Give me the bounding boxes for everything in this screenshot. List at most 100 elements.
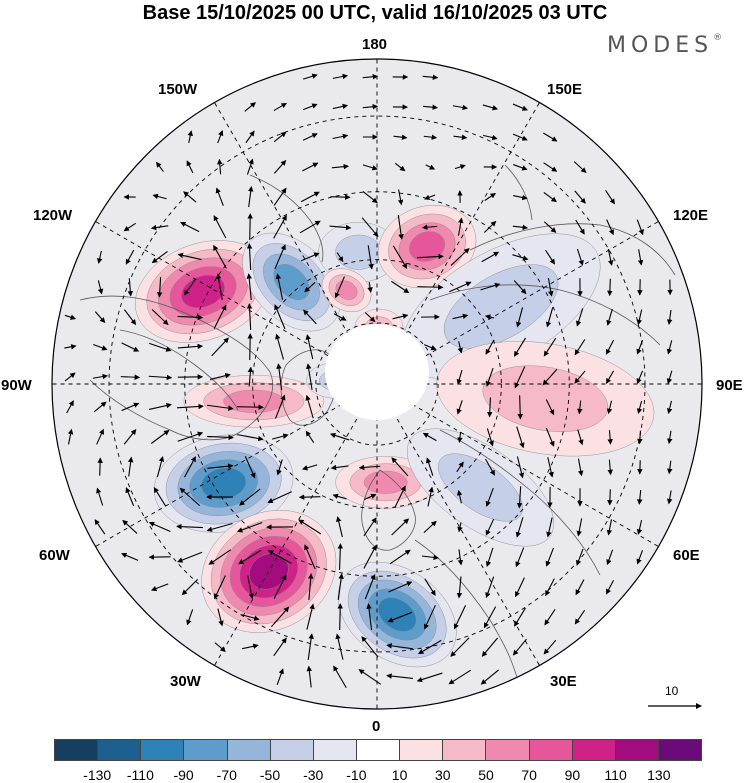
map-title: Base 15/10/2025 00 UTC, valid 16/10/2025… bbox=[142, 2, 608, 24]
wind-vector bbox=[481, 637, 499, 657]
wind-vector bbox=[148, 374, 173, 381]
wind-vector bbox=[574, 609, 586, 625]
wind-vector bbox=[666, 400, 673, 415]
wind-vector bbox=[123, 309, 137, 326]
wind-vector bbox=[605, 579, 615, 595]
colorbar-tick-label: 50 bbox=[478, 767, 494, 783]
wind-vector bbox=[244, 102, 257, 112]
wind-vector bbox=[186, 609, 194, 626]
wind-vector bbox=[208, 549, 232, 565]
wind-vector bbox=[335, 633, 344, 660]
wind-vector bbox=[176, 523, 204, 530]
wind-vector bbox=[485, 367, 494, 387]
colorbar-tick-label: -30 bbox=[303, 767, 324, 783]
wind-vector bbox=[363, 544, 377, 569]
wind-vector bbox=[123, 429, 137, 445]
colorbar-segment bbox=[98, 740, 142, 760]
wind-vector bbox=[364, 493, 377, 500]
wind-vector bbox=[485, 487, 494, 507]
wind-vector bbox=[244, 456, 256, 479]
meridian-line bbox=[207, 91, 362, 357]
wind-vector bbox=[366, 603, 373, 630]
anomaly-pos-85w bbox=[183, 375, 325, 428]
wind-vector bbox=[636, 219, 644, 236]
wind-vector bbox=[456, 400, 463, 415]
wind-vector bbox=[177, 343, 204, 350]
wind-vector bbox=[544, 609, 556, 626]
wind-vector bbox=[453, 134, 468, 140]
wind-vector bbox=[576, 518, 583, 537]
colorbar-segment bbox=[227, 740, 271, 760]
wind-vector bbox=[457, 522, 463, 533]
wind-vector bbox=[367, 245, 374, 270]
wind-vector bbox=[93, 343, 108, 351]
wind-vector bbox=[273, 214, 287, 239]
colorbar bbox=[54, 739, 702, 761]
wind-vector bbox=[577, 429, 584, 446]
colorbar-segment bbox=[55, 740, 99, 760]
wind-vector bbox=[607, 278, 613, 297]
wind-vector bbox=[456, 489, 463, 504]
wind-vector bbox=[273, 574, 287, 599]
wind-vector bbox=[574, 339, 586, 356]
wind-vector bbox=[217, 608, 224, 627]
wind-vector bbox=[545, 307, 554, 328]
wind-vector bbox=[486, 428, 494, 447]
wind-vector bbox=[389, 549, 411, 565]
wind-vector bbox=[425, 164, 436, 170]
wind-vector bbox=[156, 456, 165, 478]
wind-vector bbox=[543, 221, 557, 233]
wind-vector bbox=[391, 280, 410, 294]
wind-vector bbox=[397, 214, 404, 240]
colorbar-ticks: -130 -110 -90 -70 -50 -30 -10 10 30 50 70 90 110 130 bbox=[0, 767, 750, 783]
wind-vector bbox=[480, 282, 501, 291]
wind-vector bbox=[480, 669, 499, 685]
wind-vector bbox=[121, 342, 140, 352]
wind-vector bbox=[184, 456, 196, 478]
label-lon-90e: 90E bbox=[716, 377, 743, 394]
wind-vector bbox=[184, 278, 196, 296]
wind-vector bbox=[514, 366, 526, 389]
wind-vector bbox=[148, 521, 171, 532]
wind-vector bbox=[516, 426, 525, 449]
wind-vector bbox=[484, 314, 495, 320]
wind-vector bbox=[391, 457, 409, 477]
meridian-line bbox=[392, 91, 547, 357]
wind-vector bbox=[215, 273, 223, 300]
wind-vector bbox=[304, 544, 316, 570]
wind-vector bbox=[121, 552, 139, 561]
wind-vector bbox=[67, 428, 74, 445]
wind-vector bbox=[96, 487, 104, 506]
wind-vector bbox=[275, 333, 284, 360]
wind-vector bbox=[485, 547, 494, 567]
wind-vector bbox=[247, 575, 255, 600]
wind-vector bbox=[267, 491, 293, 504]
colorbar-tick-label: 30 bbox=[435, 767, 451, 783]
wind-vector bbox=[546, 517, 553, 538]
wind-vector bbox=[207, 463, 234, 469]
wind-vector bbox=[302, 73, 318, 80]
wind-vector bbox=[213, 244, 227, 269]
wind-vector bbox=[246, 158, 254, 175]
wind-vector bbox=[362, 104, 379, 110]
meridian-line bbox=[404, 399, 670, 554]
wind-vector bbox=[299, 220, 321, 234]
wind-vector bbox=[332, 73, 349, 80]
wind-vector bbox=[394, 485, 406, 508]
wind-vector bbox=[214, 575, 226, 600]
wind-vector bbox=[513, 194, 528, 201]
wind-vector bbox=[330, 464, 349, 471]
wind-vector bbox=[177, 431, 204, 442]
wind-vector bbox=[666, 309, 673, 325]
wind-vector bbox=[545, 547, 554, 567]
wind-vector bbox=[300, 191, 320, 203]
wind-vector bbox=[607, 430, 613, 445]
wind-vector bbox=[246, 303, 253, 331]
wind-vector bbox=[606, 549, 614, 566]
wind-vector bbox=[547, 457, 554, 478]
wind-vector bbox=[422, 74, 439, 81]
wind-vector bbox=[512, 224, 529, 231]
wind-vector bbox=[364, 574, 376, 600]
wind-vector bbox=[94, 519, 106, 535]
wind-vector bbox=[149, 342, 172, 352]
